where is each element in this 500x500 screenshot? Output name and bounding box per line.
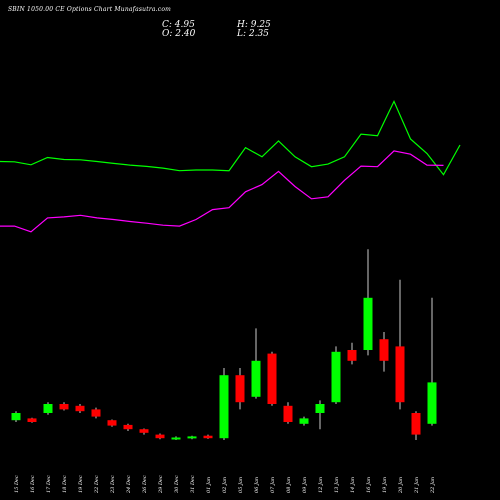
candle xyxy=(315,400,325,430)
close-label: C: 4.95 xyxy=(162,20,195,30)
candle-body xyxy=(315,404,325,413)
candle xyxy=(379,332,389,372)
x-tick-label: 02 Jan xyxy=(222,477,228,493)
candle-body xyxy=(187,436,197,439)
moving-average-line-2 xyxy=(0,150,444,233)
candle-body xyxy=(283,405,293,422)
candle xyxy=(139,428,149,435)
candle-body xyxy=(299,418,309,424)
x-tick-label: 13 Jan xyxy=(334,477,340,493)
candle xyxy=(411,411,421,440)
candle xyxy=(219,368,229,440)
candle-body xyxy=(219,375,229,439)
x-tick-label: 24 Dec xyxy=(126,475,132,494)
candle xyxy=(43,402,53,415)
candle-body xyxy=(107,420,117,426)
candle xyxy=(203,434,213,439)
x-tick-label: 16 Dec xyxy=(30,475,36,493)
x-tick-label: 21 Jan xyxy=(414,477,420,494)
candle-body xyxy=(139,429,149,433)
x-tick-label: 01 Jan xyxy=(206,477,212,493)
x-tick-label: 19 Dec xyxy=(78,475,84,493)
candle xyxy=(123,423,133,431)
low-label: L: 2.35 xyxy=(237,29,269,39)
candle xyxy=(251,328,261,399)
x-tick-label: 05 Jan xyxy=(238,477,244,493)
candle-body xyxy=(123,424,133,430)
candle-body xyxy=(347,350,357,361)
candle-body xyxy=(395,346,405,403)
candle-body xyxy=(427,382,437,424)
candle xyxy=(75,404,85,413)
x-tick-label: 23 Dec xyxy=(110,475,116,494)
candle-body xyxy=(91,409,101,417)
x-tick-label: 07 Jan xyxy=(270,477,276,493)
x-tick-label: 06 Jan xyxy=(254,477,260,493)
moving-average-layer xyxy=(0,99,461,233)
candle xyxy=(283,402,293,424)
candle-body xyxy=(155,434,165,439)
candle xyxy=(155,433,165,440)
candle-body xyxy=(11,413,21,421)
candle-body xyxy=(203,435,213,439)
x-tick-label: 29 Dec xyxy=(158,475,164,494)
candle xyxy=(91,407,101,419)
open-label: O: 2.40 xyxy=(162,29,196,39)
x-tick-label: 31 Dec xyxy=(190,475,196,493)
candle-body xyxy=(251,360,261,397)
x-tick-label: 18 Dec xyxy=(62,475,68,493)
candle-body xyxy=(379,339,389,361)
x-tick-label: 26 Dec xyxy=(142,475,148,494)
candle-body xyxy=(235,375,245,403)
candle-body xyxy=(59,404,69,410)
x-tick-label: 22 Jan xyxy=(430,477,436,494)
x-tick-label: 17 Dec xyxy=(46,475,52,493)
candle-body xyxy=(331,351,341,403)
x-tick-label: 15 Dec xyxy=(14,475,20,493)
candle xyxy=(187,435,197,440)
candle xyxy=(235,368,245,410)
candle xyxy=(395,279,405,410)
candles-layer xyxy=(11,249,437,440)
x-axis-ticks: 15 Dec 16 Dec 17 Dec 18 Dec 19 Dec 22 Dec 23 D… xyxy=(14,475,436,494)
x-tick-label: 09 Jan xyxy=(302,477,308,493)
candle-body xyxy=(75,405,85,412)
x-tick-label: 16 Jan xyxy=(366,477,372,493)
x-tick-label: 08 Jan xyxy=(286,477,292,493)
x-tick-label: 30 Dec xyxy=(174,475,180,493)
moving-average-line-1 xyxy=(0,99,461,176)
candle xyxy=(107,419,117,427)
candle xyxy=(347,342,357,365)
candle-body xyxy=(363,297,373,350)
x-tick-label: 14 Jan xyxy=(350,477,356,493)
candle xyxy=(331,346,341,404)
candle xyxy=(171,436,181,440)
candle xyxy=(299,416,309,426)
candle-body xyxy=(267,353,277,404)
candle-body xyxy=(27,418,37,422)
candle xyxy=(427,297,437,426)
candle-body xyxy=(43,404,53,413)
x-tick-label: 12 Jan xyxy=(318,477,324,493)
candle-body xyxy=(411,413,421,435)
x-tick-label: 20 Jan xyxy=(398,477,404,494)
candle xyxy=(363,249,373,356)
x-tick-label: 19 Jan xyxy=(382,477,388,493)
candle xyxy=(267,351,277,406)
candle xyxy=(59,402,69,411)
candle xyxy=(27,417,37,423)
candle xyxy=(11,411,21,422)
x-tick-label: 22 Dec xyxy=(94,475,100,494)
high-label: H: 9.25 xyxy=(237,20,271,30)
candle-body xyxy=(171,437,181,440)
chart-title: SBIN 1050.00 CE Options Chart Munafasutr… xyxy=(8,6,172,13)
